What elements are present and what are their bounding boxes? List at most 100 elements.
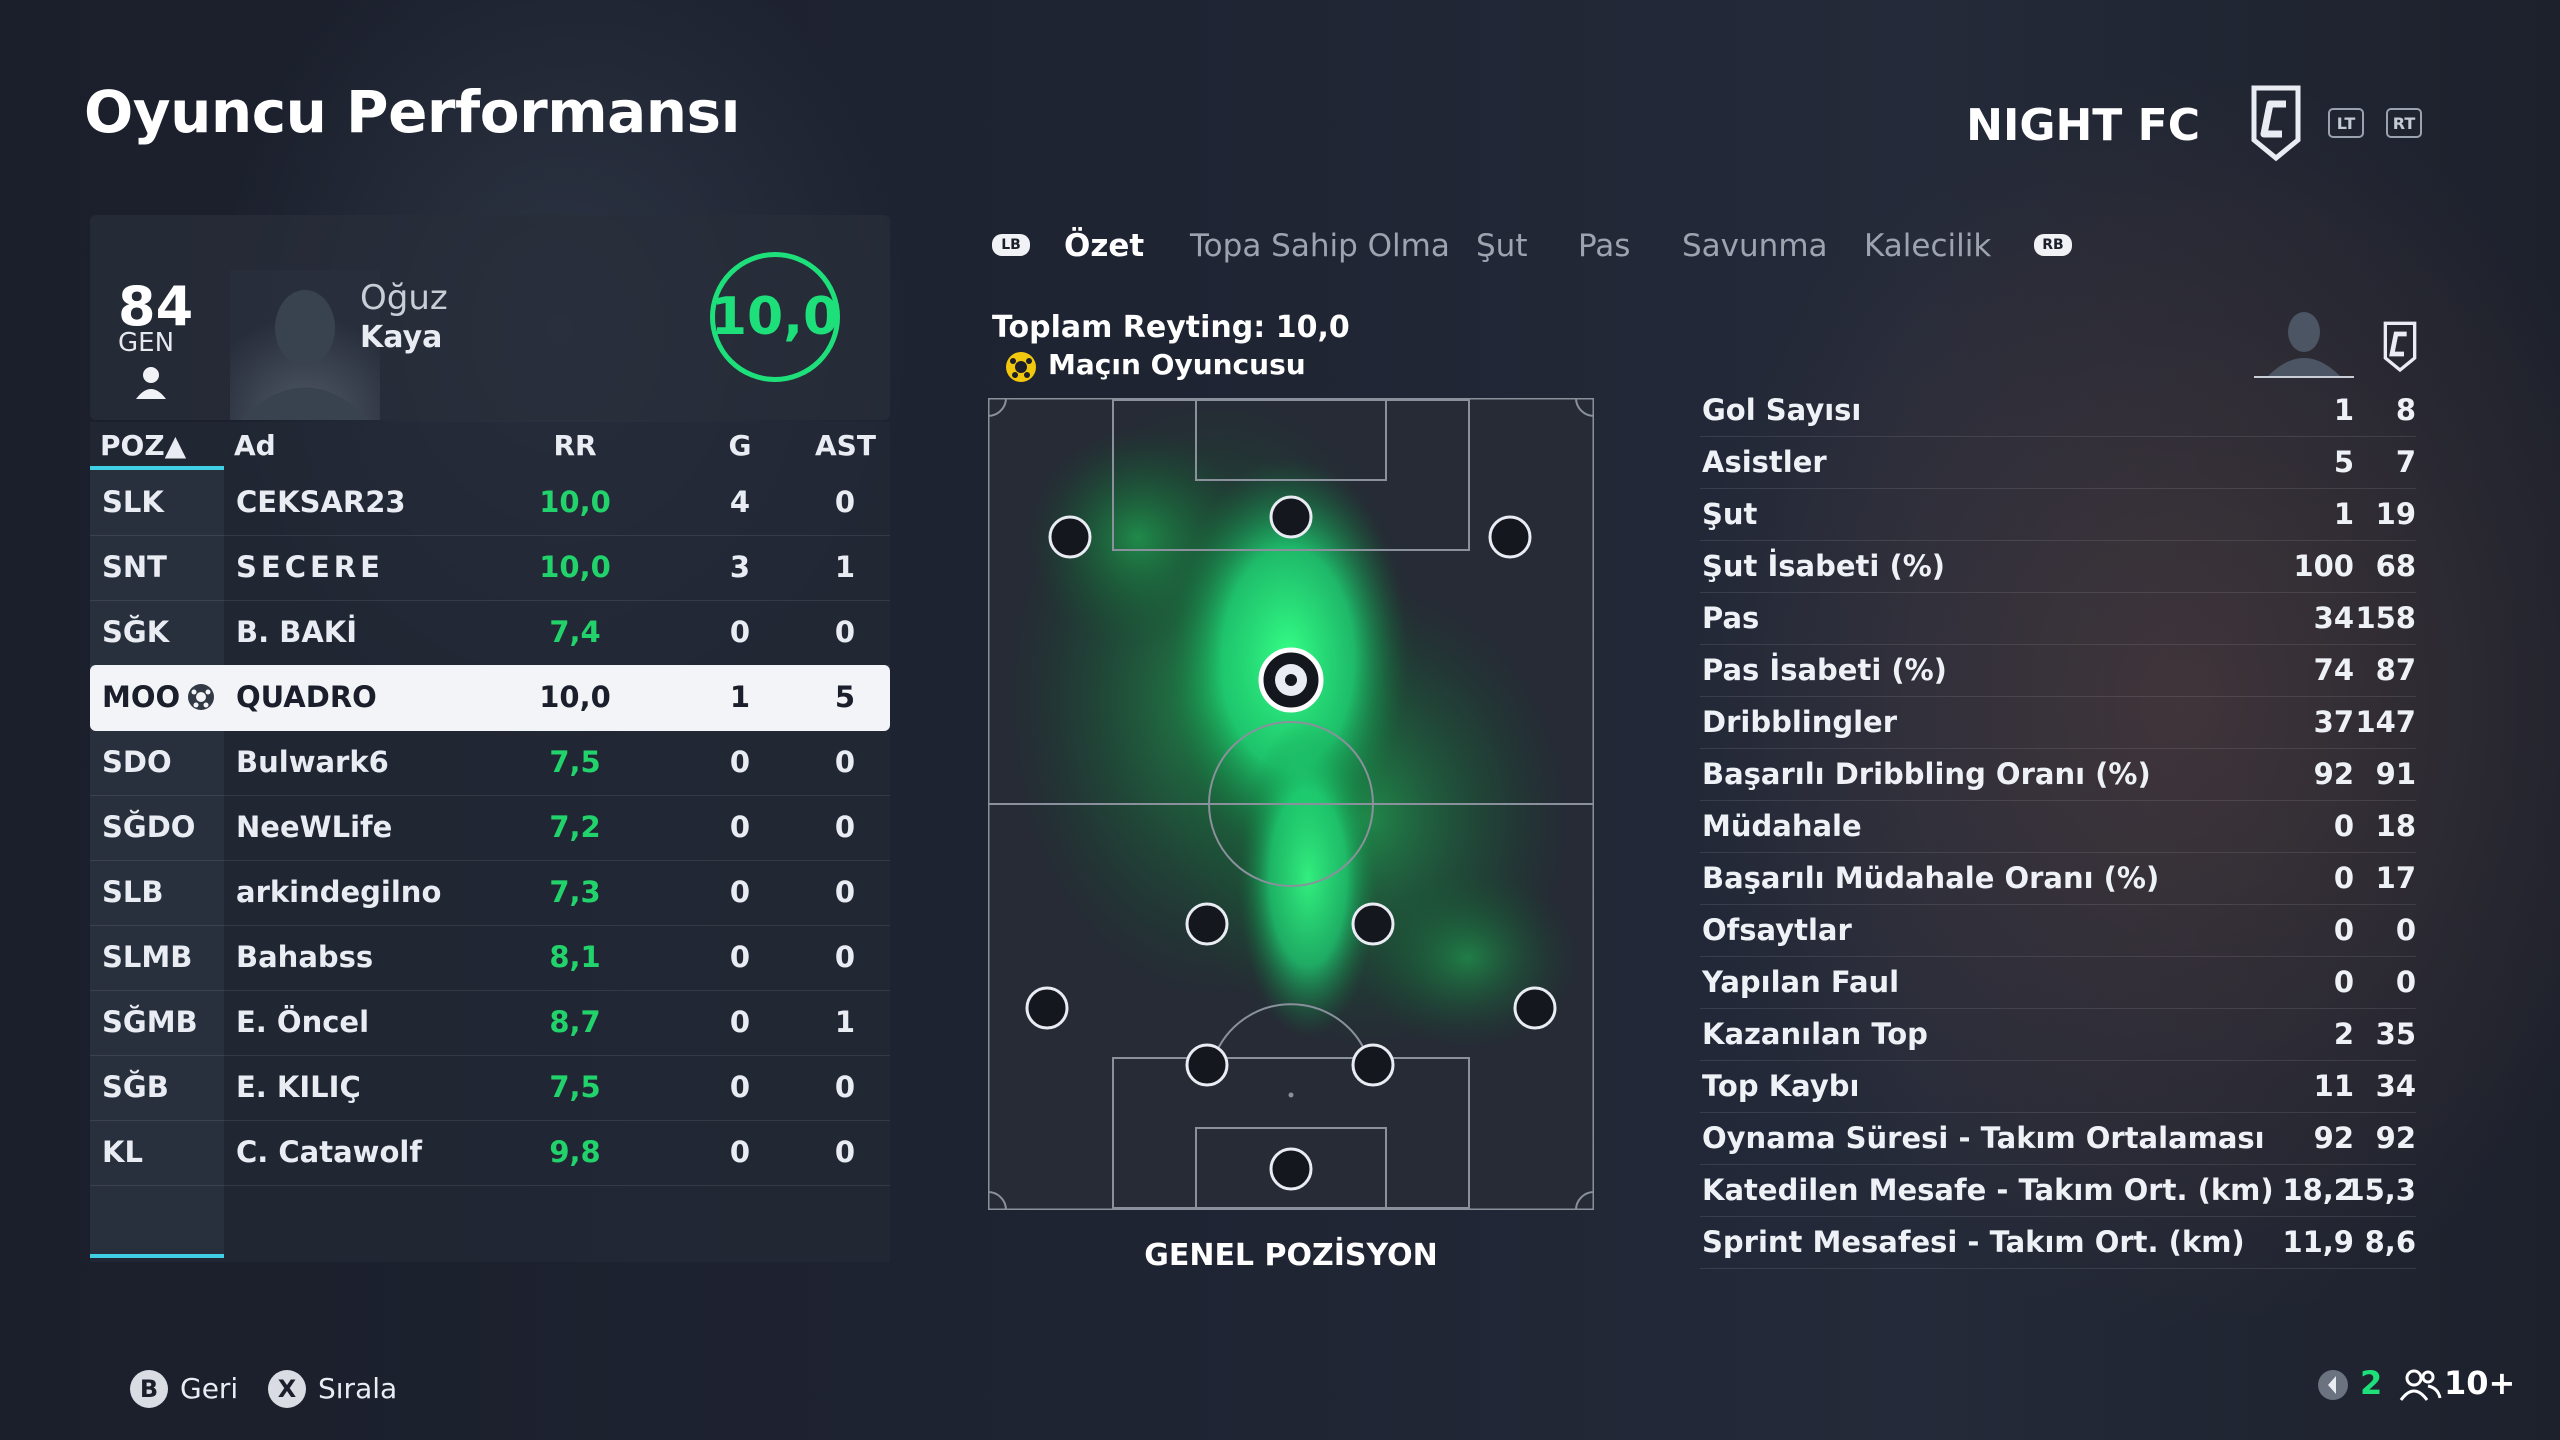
row-assists: 0: [834, 1070, 856, 1104]
table-row[interactable]: SĞDO NeeWLife 7,2 0 0: [90, 795, 890, 861]
stat-team-value: 18: [2375, 809, 2416, 843]
club-crest-icon: [2246, 82, 2306, 162]
stat-team-value: 35: [2375, 1017, 2416, 1051]
col-header-ad[interactable]: Ad: [234, 429, 276, 462]
row-assists: 1: [834, 550, 856, 584]
stat-team-value: 147: [2355, 705, 2416, 739]
table-row[interactable]: SDO Bulwark6 7,5 0 0: [90, 730, 890, 796]
player-column-underline: [2254, 376, 2354, 378]
row-assists: 0: [834, 810, 856, 844]
table-row[interactable]: SĞMB E. Öncel 8,7 0 1: [90, 990, 890, 1056]
stat-row: Yapılan Faul 0 0: [1700, 957, 2416, 1009]
table-scroll-indicator: [90, 1254, 224, 1258]
stat-label: Top Kaybı: [1702, 1069, 1860, 1103]
stat-team-value: 19: [2375, 497, 2416, 531]
stat-team-value: 7: [2395, 445, 2416, 479]
tab-sut[interactable]: Şut: [1476, 228, 1528, 264]
total-rating: Toplam Reyting: 10,0: [992, 310, 1350, 345]
row-position: SLK: [102, 485, 164, 519]
row-goals: 0: [729, 875, 751, 909]
stat-team-value: 0: [2395, 913, 2416, 947]
row-name: arkindegilno: [236, 875, 442, 909]
stat-label: Yapılan Faul: [1702, 965, 1900, 999]
x-button-icon[interactable]: X: [268, 1370, 306, 1408]
table-row[interactable]: KL C. Catawolf 9,8 0 0: [90, 1120, 890, 1186]
user-icon: [134, 365, 168, 405]
tab-topa-sahip-olma[interactable]: Topa Sahip Olma: [1190, 228, 1450, 264]
col-header-ast[interactable]: AST: [815, 429, 876, 462]
table-row-selected[interactable]: MOO QUADRO 10,0 1 5: [90, 665, 890, 731]
row-goals: 1: [729, 680, 751, 714]
pitch-svg: [986, 390, 1596, 1212]
stat-row: Gol Sayısı 1 8: [1700, 385, 2416, 437]
player-overall: 84: [118, 275, 194, 338]
col-header-poz[interactable]: POZ▲: [100, 429, 187, 462]
row-assists: 5: [834, 680, 856, 714]
row-rating: 10,0: [539, 550, 611, 584]
tab-ozet[interactable]: Özet: [1064, 228, 1145, 264]
tab-pas[interactable]: Pas: [1578, 228, 1631, 264]
row-name: Bahabss: [236, 940, 374, 974]
row-name: CEKSAR23: [236, 485, 406, 519]
stat-row: Şut 1 19: [1700, 489, 2416, 541]
row-assists: 0: [834, 875, 856, 909]
stat-label: Kazanılan Top: [1702, 1017, 1928, 1051]
row-name: E. KILIÇ: [236, 1070, 361, 1104]
heatmap-pitch: [986, 390, 1596, 1214]
row-assists: 0: [834, 615, 856, 649]
stat-player-value: 18,2: [2282, 1173, 2354, 1207]
stat-team-value: 0: [2395, 965, 2416, 999]
col-header-rr[interactable]: RR: [553, 429, 597, 462]
stat-row: Kazanılan Top 2 35: [1700, 1009, 2416, 1061]
lb-bumper-icon[interactable]: LB: [992, 234, 1030, 256]
col-header-g[interactable]: G: [728, 429, 752, 462]
stat-player-value: 0: [2333, 809, 2354, 843]
pitch-title: GENEL POZİSYON: [1144, 1238, 1438, 1273]
stat-player-value: 1: [2333, 393, 2354, 427]
stat-row: Pas İsabeti (%) 74 87: [1700, 645, 2416, 697]
table-row[interactable]: SLMB Bahabss 8,1 0 0: [90, 925, 890, 991]
tab-kalecilik[interactable]: Kalecilik: [1864, 228, 1992, 264]
table-row[interactable]: SĞB E. KILIÇ 7,5 0 0: [90, 1055, 890, 1121]
stat-row: Oynama Süresi - Takım Ortalaması 92 92: [1700, 1113, 2416, 1165]
row-name: NeeWLife: [236, 810, 393, 844]
stat-player-value: 5: [2333, 445, 2354, 479]
row-goals: 4: [729, 485, 751, 519]
table-row[interactable]: SNT SECERE 10,0 3 1: [90, 535, 890, 601]
back-button[interactable]: Geri: [180, 1372, 239, 1405]
row-rating: 7,3: [549, 875, 601, 909]
row-position: SĞK: [102, 615, 170, 649]
row-rating: 7,4: [549, 615, 601, 649]
star-medal-icon: [1004, 350, 1038, 388]
table-row[interactable]: SLK CEKSAR23 10,0 4 0: [90, 470, 890, 536]
tab-savunma[interactable]: Savunma: [1682, 228, 1828, 264]
b-button-icon[interactable]: B: [130, 1370, 168, 1408]
club-crest-icon: [2380, 318, 2420, 378]
row-position: SLMB: [102, 940, 193, 974]
row-rating: 7,5: [549, 1070, 601, 1104]
player-avatar-icon: [2254, 310, 2354, 380]
stat-label: Pas İsabeti (%): [1702, 653, 1947, 687]
rt-trigger-icon[interactable]: RT: [2386, 108, 2422, 138]
rb-bumper-icon[interactable]: RB: [2034, 234, 2072, 256]
stat-player-value: 37: [2313, 705, 2354, 739]
table-row[interactable]: SĞK B. BAKİ 7,4 0 0: [90, 600, 890, 666]
lt-trigger-icon[interactable]: LT: [2328, 108, 2364, 138]
stat-row: Dribblingler 37 147: [1700, 697, 2416, 749]
player-first-name: Oğuz: [360, 278, 448, 318]
row-assists: 1: [834, 1005, 856, 1039]
row-position: SĞDO: [102, 810, 196, 844]
row-name: QUADRO: [236, 680, 377, 714]
sort-indicator: [90, 466, 224, 470]
sort-button[interactable]: Sırala: [318, 1372, 398, 1405]
row-rating: 7,5: [549, 745, 601, 779]
player-overall-label: GEN: [118, 328, 175, 358]
stat-player-value: 11: [2313, 1069, 2354, 1103]
stat-row: Başarılı Müdahale Oranı (%) 0 17: [1700, 853, 2416, 905]
stat-player-value: 92: [2313, 1121, 2354, 1155]
stat-team-value: 8: [2395, 393, 2416, 427]
row-position: SĞB: [102, 1070, 169, 1104]
stat-label: Başarılı Müdahale Oranı (%): [1702, 861, 2160, 895]
table-row[interactable]: SLB arkindegilno 7,3 0 0: [90, 860, 890, 926]
stat-team-value: 68: [2375, 549, 2416, 583]
